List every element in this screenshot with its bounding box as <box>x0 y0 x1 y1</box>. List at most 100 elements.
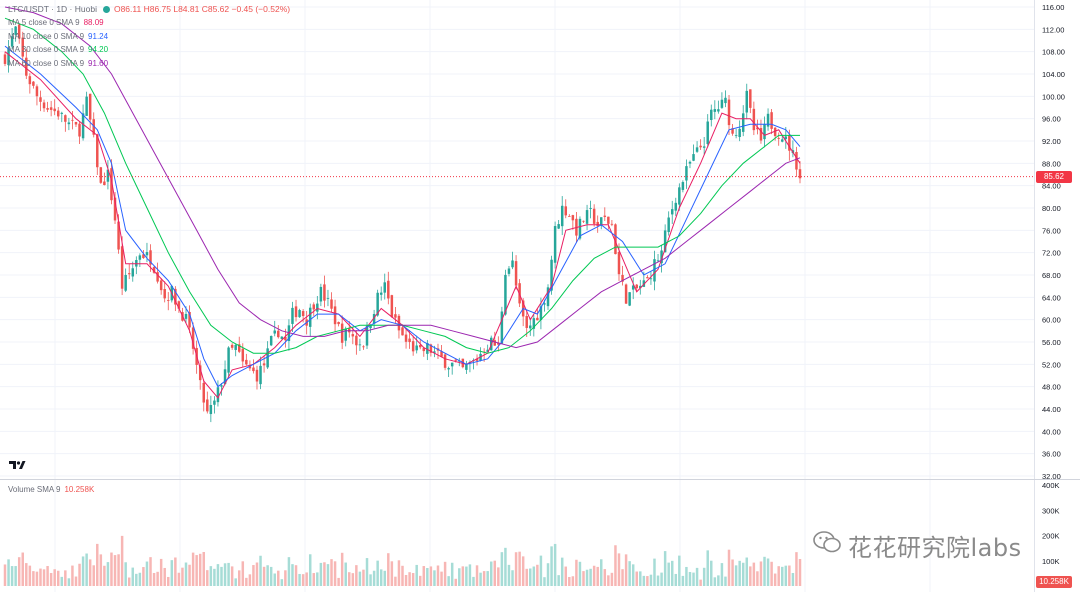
candle-body <box>624 284 628 304</box>
candle-body <box>362 346 365 348</box>
volume-bar <box>511 570 514 586</box>
volume-bar <box>369 574 372 586</box>
candle-body <box>752 108 756 131</box>
ma5-legend[interactable]: MA 5 close 0 SMA 9 88.09 <box>8 18 108 28</box>
moving-averages <box>4 6 801 399</box>
volume-bar <box>145 561 149 586</box>
volume-bar <box>17 557 21 586</box>
candle-body <box>678 187 681 205</box>
volume-bar <box>291 564 294 586</box>
candle-body <box>685 166 688 181</box>
tradingview-logo-icon[interactable] <box>8 459 26 471</box>
candle-body <box>259 365 262 385</box>
volume-bar <box>56 570 60 586</box>
volume-bar <box>454 578 457 586</box>
candle-body <box>202 382 205 403</box>
candle-body <box>674 202 678 211</box>
candle-body <box>46 108 49 110</box>
volume-bar <box>497 567 500 586</box>
volume-bar <box>301 574 305 586</box>
volume-bar <box>749 566 752 586</box>
volume-bar <box>784 565 788 586</box>
volume-bar <box>500 552 504 586</box>
volume-bar <box>397 560 401 586</box>
candle-body <box>536 317 539 321</box>
volume-bar <box>426 567 429 586</box>
volume-bar <box>546 563 550 586</box>
candle-body <box>670 209 674 215</box>
grid-lines <box>0 0 1034 592</box>
volume-bar <box>589 568 592 586</box>
candle-body <box>124 274 127 291</box>
volume-bar <box>521 556 525 586</box>
candle-body <box>316 303 319 312</box>
volume-bar <box>234 578 237 586</box>
candle-body <box>411 341 415 352</box>
candle-body <box>14 26 17 35</box>
candle-body <box>649 278 653 280</box>
ma10-legend[interactable]: MA 10 close 0 SMA 9 91.24 <box>8 32 112 42</box>
volume-bar <box>607 575 610 586</box>
candle-body <box>117 221 120 250</box>
volume-bar <box>663 551 667 586</box>
symbol-legend[interactable]: LTC/USDT · 1D · Huobi O86.11 H86.75 L84.8… <box>8 4 294 14</box>
candle-body <box>578 218 582 239</box>
volume-legend[interactable]: Volume SMA 9 10.258K <box>8 485 98 495</box>
volume-bar <box>646 576 649 586</box>
volume-bar <box>351 573 355 586</box>
volume-bar <box>227 562 230 586</box>
candle-body <box>383 282 386 293</box>
candle-body <box>507 268 511 274</box>
volume-bar <box>49 572 53 586</box>
candle-body <box>681 182 685 190</box>
price-tick-label: 116.00 <box>1042 3 1064 12</box>
price-tick-label: 84.00 <box>1042 182 1061 191</box>
price-tick-label: 76.00 <box>1042 226 1061 235</box>
last-price-badge: 85.62 <box>1036 171 1072 183</box>
volume-bar <box>692 572 695 586</box>
ma60-legend[interactable]: MA 60 close 0 SMA 9 91.60 <box>8 59 112 69</box>
volume-bar <box>177 572 181 586</box>
candle-body <box>713 109 717 112</box>
volume-bar <box>596 566 599 586</box>
candle-body <box>223 369 227 385</box>
volume-bar <box>142 567 145 586</box>
candle-body <box>277 330 280 338</box>
candle-body <box>149 250 152 265</box>
candle-body <box>607 216 610 224</box>
volume-bar <box>745 557 749 586</box>
volume-bar <box>713 577 717 586</box>
ma5-value: 88.09 <box>83 18 104 27</box>
candle-body <box>688 161 692 164</box>
volume-bar <box>32 571 35 586</box>
volume-bar <box>450 562 454 586</box>
candle-body <box>621 274 624 282</box>
volume-axis[interactable]: 400K 300K 200K 100K <box>1042 481 1060 566</box>
candle-body <box>582 220 585 222</box>
candle-body <box>756 127 759 130</box>
candle-body <box>585 210 589 224</box>
price-axis[interactable]: 116.00 112.00 108.00 104.00 100.00 96.00 92.00… <box>1042 3 1065 481</box>
candle-body <box>781 139 784 142</box>
volume-bar <box>688 571 692 586</box>
candle-body <box>692 154 695 161</box>
candle-body <box>330 299 333 309</box>
candle-body <box>294 306 298 318</box>
volume-bar <box>514 552 518 586</box>
volume-bar <box>507 564 511 586</box>
price-tick-label: 32.00 <box>1042 472 1061 481</box>
volume-bar <box>642 575 646 586</box>
volume-bar <box>766 558 770 586</box>
volume-bar <box>127 577 131 586</box>
price-tick-label: 40.00 <box>1042 427 1061 436</box>
candle-body <box>103 181 106 186</box>
volume-bar <box>372 570 376 586</box>
volume-bar <box>266 565 269 586</box>
candle-body <box>529 325 532 329</box>
ma30-legend[interactable]: MA 30 close 0 SMA 9 94.20 <box>8 45 112 55</box>
candle-body <box>390 295 394 317</box>
candle-body <box>241 348 245 362</box>
candle-body <box>67 122 71 125</box>
candle-body <box>351 334 355 337</box>
